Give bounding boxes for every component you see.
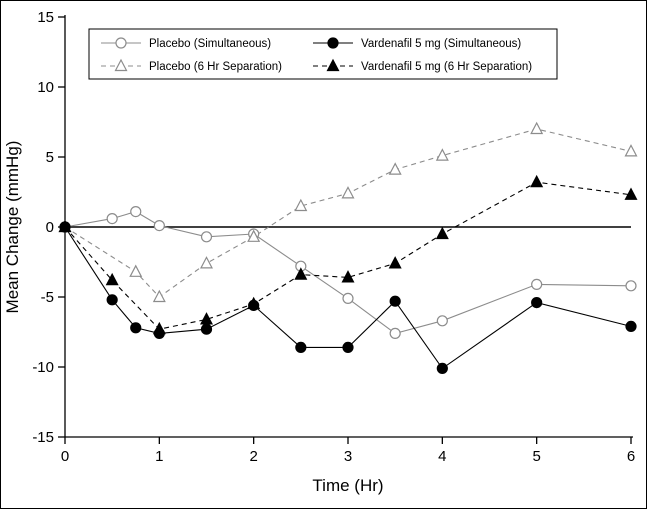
open-circle-marker (106, 213, 118, 225)
open-circle-marker (342, 292, 354, 304)
open-circle-marker (625, 280, 637, 292)
open-triangle-marker (341, 186, 355, 199)
open-triangle-marker (624, 144, 638, 157)
y-tick-label: -5 (41, 289, 54, 306)
y-tick-label: -10 (32, 359, 54, 376)
x-tick-label: 3 (344, 448, 352, 465)
legend-label: Vardenafil 5 mg (Simultaneous) (361, 38, 521, 50)
filled-circle-marker (389, 295, 401, 307)
legend-label: Vardenafil 5 mg (6 Hr Separation) (361, 61, 532, 73)
filled-circle-marker (200, 323, 213, 335)
filled-circle-marker (342, 341, 354, 353)
y-axis-label: Mean Change (mmHg) (3, 141, 22, 314)
filled-triangle-marker (105, 272, 119, 286)
legend-label: Placebo (6 Hr Separation) (149, 61, 282, 73)
open-circle-marker (115, 37, 127, 49)
filled-triangle-marker (326, 58, 340, 72)
x-tick-label: 6 (627, 448, 635, 465)
filled-triangle-marker (435, 226, 449, 240)
filled-triangle-marker (388, 256, 402, 269)
filled-triangle-marker (200, 312, 213, 325)
x-tick-label: 0 (61, 448, 69, 465)
x-tick-label: 5 (532, 448, 540, 465)
y-tick-label: 0 (46, 219, 54, 236)
y-tick-label: 10 (37, 79, 54, 96)
x-tick-label: 1 (155, 448, 163, 465)
filled-triangle-marker (58, 219, 72, 233)
y-tick-label: 5 (46, 149, 54, 166)
open-circle-marker (130, 206, 142, 218)
x-tick-label: 4 (438, 448, 446, 465)
series-line-3 (64, 181, 632, 330)
series-line-1 (64, 128, 632, 298)
legend-label: Placebo (Simultaneous) (149, 38, 271, 50)
open-triangle-marker (247, 229, 261, 242)
filled-triangle-marker (294, 267, 308, 280)
open-triangle-marker (435, 148, 449, 161)
plot-area: -15 -10 -5 0 5 10 15 0 1 2 3 4 5 6 Placebo (Simultaneo… (32, 9, 638, 465)
open-circle-marker (531, 278, 543, 290)
y-tick-label: 15 (37, 9, 54, 26)
open-circle-marker (436, 315, 448, 327)
open-triangle-marker (114, 58, 128, 72)
filled-circle-marker (106, 294, 118, 306)
open-triangle-marker (129, 264, 143, 277)
filled-triangle-marker (530, 174, 544, 188)
open-triangle-marker (530, 121, 544, 135)
open-circle-marker (200, 231, 213, 243)
open-triangle-marker (388, 162, 402, 175)
filled-circle-marker (130, 322, 142, 334)
open-triangle-marker (200, 256, 213, 269)
filled-triangle-marker (341, 270, 355, 283)
x-axis-label: Time (Hr) (312, 476, 383, 495)
x-tick-label: 2 (249, 448, 257, 465)
open-circle-marker (389, 327, 401, 339)
filled-triangle-marker (624, 187, 638, 200)
filled-circle-marker (531, 297, 543, 309)
filled-circle-marker (625, 320, 637, 332)
y-tick-label: -15 (32, 429, 54, 446)
filled-triangle-marker (152, 321, 166, 335)
open-triangle-marker (152, 289, 166, 303)
filled-triangle-marker (247, 296, 261, 310)
open-circle-marker (153, 220, 165, 232)
open-triangle-marker (294, 198, 308, 212)
filled-circle-marker (327, 37, 339, 49)
legend-box (88, 28, 558, 80)
filled-circle-marker (295, 341, 307, 353)
filled-circle-marker (436, 362, 448, 374)
series-line-2 (64, 226, 632, 370)
